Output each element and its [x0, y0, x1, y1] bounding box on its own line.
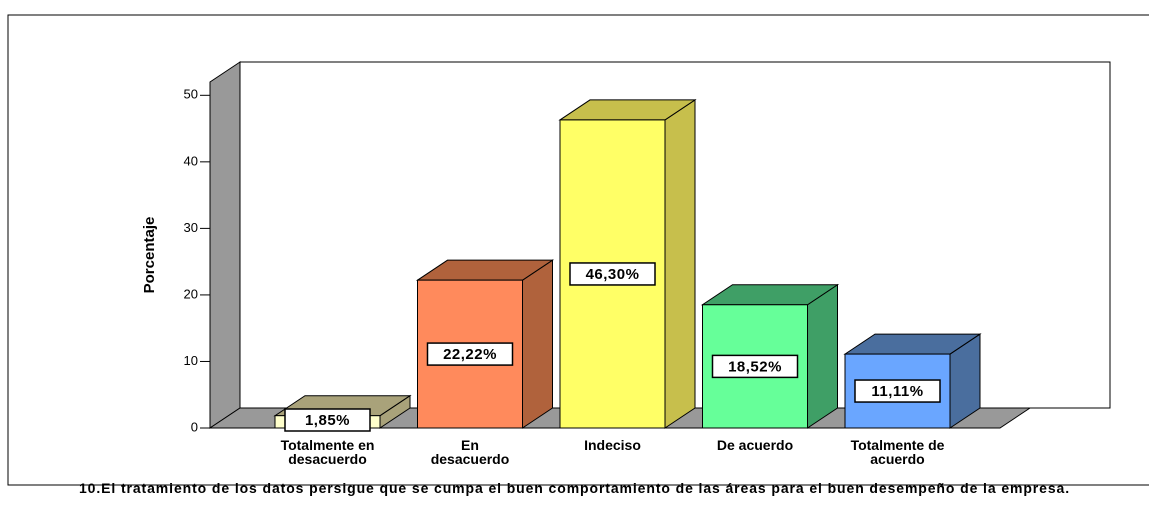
y-tick-label: 30 [184, 220, 198, 235]
value-label-box [854, 379, 941, 403]
value-label: 22,22% [443, 346, 497, 363]
x-tick-label: De acuerdo [716, 437, 794, 453]
value-label: 1,85% [305, 412, 350, 429]
x-tick-label: En desacuerdo [430, 437, 510, 467]
bar-side [522, 259, 553, 429]
value-label-box [284, 408, 371, 432]
y-tick-label: 20 [184, 286, 198, 301]
y-tick-label: 50 [184, 87, 198, 102]
value-label: 11,11% [871, 383, 923, 400]
value-label-box [426, 342, 514, 366]
value-label-box [569, 262, 656, 286]
bar-side [664, 98, 696, 429]
x-tick-label: Totalmente de acuerdo [850, 437, 945, 467]
y-tick-label: 40 [184, 153, 198, 168]
frame [7, 14, 1149, 486]
value-label: 46,30% [586, 266, 640, 283]
y-tick-label: 10 [184, 353, 198, 368]
bar-side [807, 283, 838, 429]
x-tick-label: Indeciso [584, 437, 641, 453]
y-tick-label: 0 [191, 419, 198, 434]
value-label: 18,52% [728, 358, 782, 375]
y-axis-label: Porcentaje [141, 217, 158, 294]
chart-title: 10.El tratamiento de los datos persigue … [78, 480, 1071, 496]
x-tick-label: Totalmente en desacuerdo [280, 437, 375, 467]
value-label-box [711, 354, 799, 379]
left-wall [209, 61, 241, 429]
